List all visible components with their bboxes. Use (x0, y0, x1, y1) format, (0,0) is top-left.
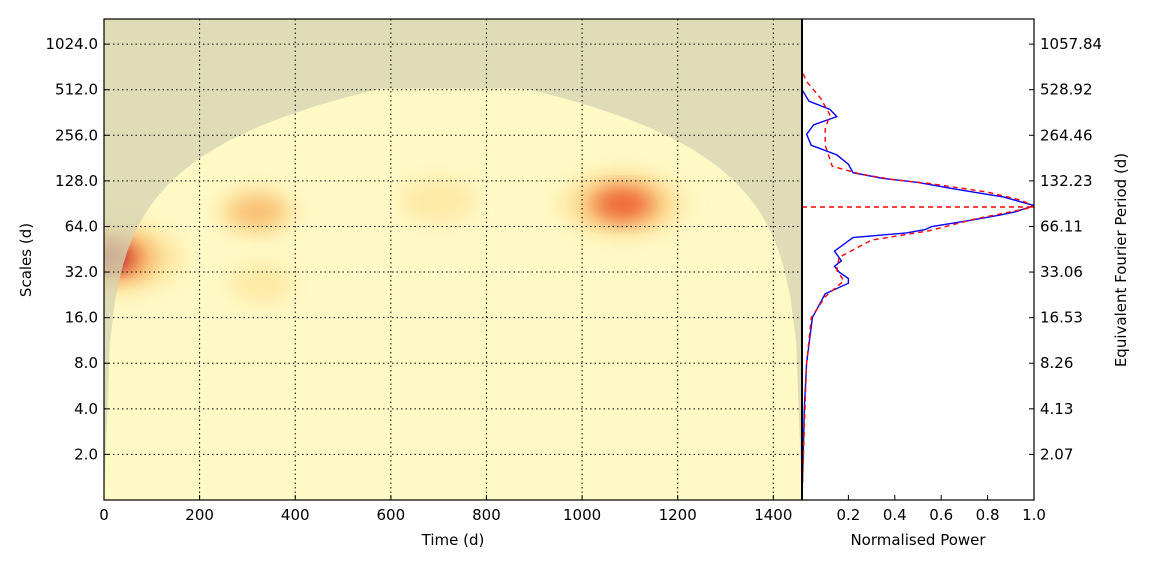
period-tick-label-5: 66.11 (1040, 217, 1083, 235)
power-curves (802, 70, 1034, 500)
power-series-1 (802, 70, 1034, 500)
y-tick-label-3: 16.0 (65, 309, 98, 327)
y-tick-label-2: 8.0 (74, 354, 98, 372)
x-tick-label-1400: 1400 (754, 506, 792, 524)
global-power-panel: 0.2 0.4 0.6 0.8 1.0 2.07 4.13 8.26 16.53 33.06 66… (801, 18, 1130, 549)
period-tick-label-1: 4.13 (1040, 400, 1073, 418)
y-tick-label-7: 256.0 (55, 126, 98, 144)
y-tick-label-5: 64.0 (65, 217, 98, 235)
x-tick-label-600: 600 (377, 506, 406, 524)
power-series-0 (802, 89, 1034, 500)
period-tick-label-8: 528.92 (1040, 81, 1093, 99)
period-tick-label-9: 1057.84 (1040, 35, 1102, 53)
y-tick-label-1: 4.0 (74, 400, 98, 418)
x-axis-label: Time (d) (421, 531, 485, 549)
hotspot-4-outer (229, 263, 295, 303)
x-tick-label-200: 200 (185, 506, 214, 524)
power-axis-ticks: 0.2 0.4 0.6 0.8 1.0 (836, 495, 1046, 524)
period-tick-label-2: 8.26 (1040, 354, 1073, 372)
hotspot-3-outer (400, 178, 477, 223)
y-tick-label-9: 1024.0 (46, 35, 99, 53)
x-tick-label-800: 800 (472, 506, 501, 524)
x-tick-label-1000: 1000 (563, 506, 601, 524)
period-tick-label-0: 2.07 (1040, 445, 1073, 463)
period-tick-label-3: 16.53 (1040, 309, 1083, 327)
right-axis-label: Equivalent Fourier Period (d) (1112, 153, 1130, 367)
power-tick-label-3: 0.8 (976, 506, 1000, 524)
period-tick-label-7: 264.46 (1040, 126, 1093, 144)
time-axis-ticks: 0 200 400 600 800 1000 1200 1400 (99, 495, 792, 524)
power-tick-label-0: 0.2 (836, 506, 860, 524)
wavelet-power-spectrum: 0 200 400 600 800 1000 1200 1400 2.0 4.0 8.0 16.0 3… (17, 18, 803, 549)
y-tick-label-8: 512.0 (55, 81, 98, 99)
x-tick-label-0: 0 (99, 506, 109, 524)
period-tick-label-6: 132.23 (1040, 172, 1093, 190)
hotspot-2-mid (229, 196, 284, 228)
power-tick-label-1: 0.4 (883, 506, 907, 524)
power-tick-label-2: 0.6 (929, 506, 953, 524)
y-tick-label-6: 128.0 (55, 172, 98, 190)
cone-of-influence (104, 19, 802, 500)
power-tick-label-4: 1.0 (1022, 506, 1046, 524)
scale-axis-ticks: 2.0 4.0 8.0 16.0 32.0 64.0 128.0 256.0 512.0 1024… (46, 35, 109, 463)
power-axis-label: Normalised Power (850, 531, 986, 549)
x-tick-label-400: 400 (281, 506, 310, 524)
period-tick-label-4: 33.06 (1040, 263, 1083, 281)
y-tick-label-4: 32.0 (65, 263, 98, 281)
y-axis-label: Scales (d) (17, 223, 35, 297)
fourier-period-ticks: 2.07 4.13 8.26 16.53 33.06 66.11 132.23 264.46 5… (1029, 35, 1102, 463)
side-panel-background (802, 19, 1034, 500)
y-tick-label-0: 2.0 (74, 445, 98, 463)
x-tick-label-1200: 1200 (659, 506, 697, 524)
hotspot-1-hot (595, 189, 650, 219)
main-grid (104, 19, 802, 500)
